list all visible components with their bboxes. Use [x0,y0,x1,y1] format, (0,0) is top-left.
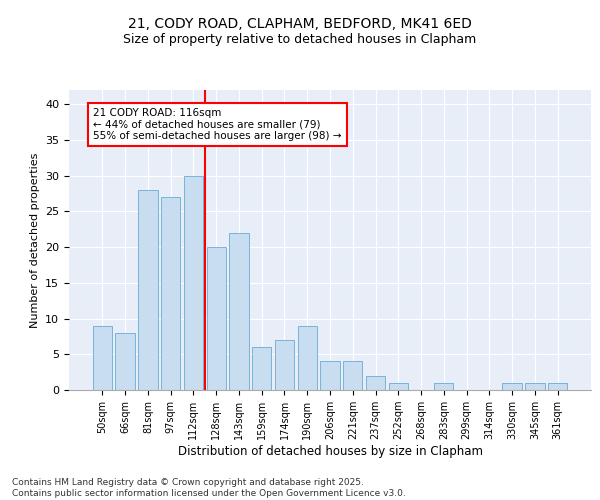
Bar [161,197,181,390]
Bar [298,326,317,390]
Bar [184,176,203,390]
Bar [206,247,226,390]
X-axis label: Distribution of detached houses by size in Clapham: Distribution of detached houses by size … [178,445,482,458]
Text: Size of property relative to detached houses in Clapham: Size of property relative to detached ho… [124,32,476,46]
Bar [275,340,294,390]
Bar [252,347,271,390]
Bar [320,362,340,390]
Bar [434,383,454,390]
Text: 21, CODY ROAD, CLAPHAM, BEDFORD, MK41 6ED: 21, CODY ROAD, CLAPHAM, BEDFORD, MK41 6E… [128,18,472,32]
Bar [229,233,248,390]
Bar [115,333,135,390]
Y-axis label: Number of detached properties: Number of detached properties [29,152,40,328]
Bar [343,362,362,390]
Bar [548,383,567,390]
Bar [138,190,158,390]
Text: Contains HM Land Registry data © Crown copyright and database right 2025.
Contai: Contains HM Land Registry data © Crown c… [12,478,406,498]
Bar [389,383,408,390]
Bar [93,326,112,390]
Text: 21 CODY ROAD: 116sqm
← 44% of detached houses are smaller (79)
55% of semi-detac: 21 CODY ROAD: 116sqm ← 44% of detached h… [93,108,342,141]
Bar [502,383,522,390]
Bar [366,376,385,390]
Bar [525,383,545,390]
